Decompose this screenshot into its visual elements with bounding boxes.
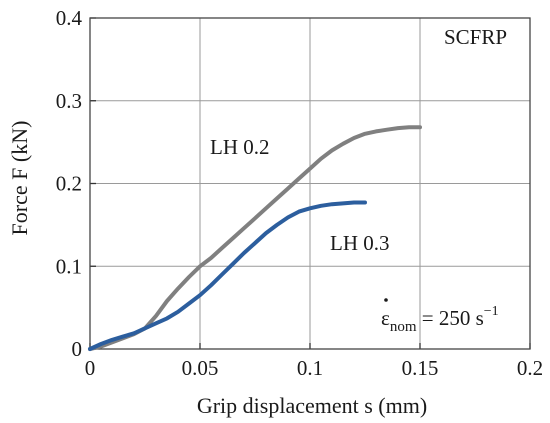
y-tick-label: 0.3 — [56, 89, 82, 113]
strain-rate-subscript: nom — [390, 319, 417, 335]
series-label-lh02: LH 0.2 — [210, 135, 270, 159]
strain-rate-annotation: εnom = 250 s−1 — [381, 298, 499, 335]
strain-rate-exponent: −1 — [484, 304, 499, 319]
x-tick-label: 0 — [85, 356, 96, 380]
plot-frame — [89, 17, 531, 350]
strain-rate-dot — [384, 298, 388, 302]
tick-labels-layer: 0 0.05 0.1 0.15 0.2 0 0.1 0.2 0.3 0.4 — [56, 6, 543, 380]
strain-rate-value: = 250 s — [417, 306, 484, 330]
y-axis-title: Force F (kN) — [7, 121, 32, 236]
y-tick-label: 0.1 — [56, 254, 82, 278]
material-label: SCFRP — [444, 25, 507, 49]
y-tick-label: 0.2 — [56, 172, 82, 196]
x-tick-label: 0.15 — [402, 356, 439, 380]
x-axis-title: Grip displacement s (mm) — [197, 393, 427, 418]
x-tick-label: 0.1 — [297, 356, 323, 380]
grid-layer — [90, 18, 530, 349]
series-label-lh03: LH 0.3 — [330, 231, 390, 255]
x-tick-label: 0.2 — [517, 356, 543, 380]
y-tick-label: 0 — [72, 337, 83, 361]
y-tick-label: 0.4 — [56, 6, 83, 30]
series-layer — [88, 125, 422, 351]
strain-rate-symbol: ε — [381, 306, 390, 330]
strain-rate-label: εnom = 250 s−1 — [381, 304, 499, 335]
series-line-lh-0-3 — [88, 200, 367, 351]
x-tick-label: 0.05 — [182, 356, 219, 380]
